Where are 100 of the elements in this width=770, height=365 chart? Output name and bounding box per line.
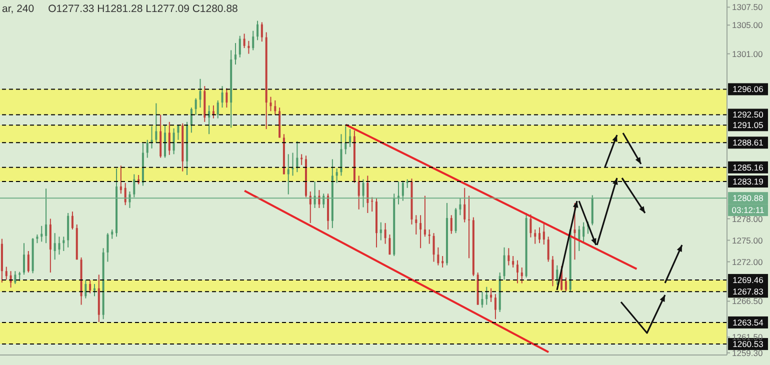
candlestick [260,22,263,42]
candlestick [582,222,585,242]
candlestick [578,225,580,252]
candlestick [208,104,210,135]
ref-line-label: 1292.50 [732,110,764,120]
candlestick [89,280,92,294]
candlestick [5,266,8,280]
ref-line-label: 1283.19 [732,176,764,187]
candlestick [424,195,426,238]
candlestick [287,154,290,195]
candlestick [124,182,126,206]
candlestick [58,236,60,256]
candlestick [420,214,422,249]
candlestick [380,222,382,241]
ref-line-label: 1291.05 [732,120,764,130]
candlestick [226,88,228,108]
candlestick [248,40,250,54]
ref-line-label: 1288.61 [732,138,764,148]
ref-line-label: 1267.83 [732,286,764,297]
candlestick [340,134,342,176]
candlestick [481,291,484,308]
ref-line-label: 1260.53 [732,339,764,350]
candlestick [120,165,122,194]
candlestick [358,175,360,210]
y-tick-label: 1307.50 [732,2,763,12]
candlestick [27,250,30,274]
ref-line-label: 1296.06 [732,84,764,94]
candlestick [292,152,294,176]
candlestick [238,35,241,58]
y-tick-label: 1301.00 [732,48,763,59]
candlestick [512,256,514,268]
y-tick-label: 1305.00 [732,20,763,30]
candlestick [296,140,298,173]
candlestick [464,187,466,223]
candlestick [384,222,386,244]
candlestick [274,100,276,116]
candlestick [552,256,554,287]
candlestick [146,139,148,158]
candlestick [564,277,567,292]
candlestick [93,284,96,297]
candlestick [164,125,166,158]
candlestick [199,78,202,108]
candlestick [538,226,541,244]
candlestick [45,188,48,244]
candlestick [349,128,352,148]
candlestick [503,246,506,280]
candlestick [177,125,180,140]
candlestick [428,228,430,244]
candlestick [459,197,462,216]
candlestick [442,256,444,268]
candlestick [252,30,254,51]
candlestick [221,86,224,108]
candlestick [454,207,457,234]
candlestick [216,100,219,119]
candlestick [530,214,532,238]
candlestick [18,271,21,282]
candlestick [155,102,158,144]
candlestick [133,174,136,198]
candlestick [194,98,197,116]
y-tick-label: 1266.50 [732,296,763,306]
candlestick [450,214,452,234]
candlestick [106,232,109,262]
candlestick [556,264,558,286]
candlestick [190,107,192,134]
annotation: O1277.33 H1281.28 L1277.09 C1280.88 [48,3,238,15]
candlestick [486,286,488,306]
candlestick [547,236,550,262]
candlestick [534,228,536,244]
candlestick [234,42,236,66]
candlestick [54,232,56,260]
candlestick [336,168,338,184]
candlestick [71,211,74,230]
candlestick [23,242,25,276]
candlestick [270,96,272,112]
candlestick [542,222,545,246]
candlestick [437,246,440,266]
y-tick-label: 1272.00 [732,256,763,267]
candlestick [516,260,518,284]
candlestick [415,214,418,236]
ref-line-label: 1285.16 [732,162,764,172]
candlestick [84,279,87,299]
candlestick [111,228,114,240]
candlestick [344,126,347,155]
y-tick-label: 1275.00 [732,235,763,246]
candlestick [520,267,523,284]
candlestick [402,180,404,202]
candlestick [14,270,16,284]
ref-line-label: 1263.54 [732,317,764,328]
candlestick [168,121,170,156]
ref-line-label: 1280.88 [732,193,764,204]
candlestick [468,195,470,259]
chart-title: ar, 240 [2,3,34,15]
candlestick [494,294,496,320]
candlestick [366,175,369,214]
candlestick [256,20,259,41]
y-tick-label: 1278.00 [732,214,763,224]
candlestick [172,128,175,155]
candlestick [432,232,435,262]
y-tick-label: 1259.30 [732,348,763,358]
candlestick [508,248,510,266]
